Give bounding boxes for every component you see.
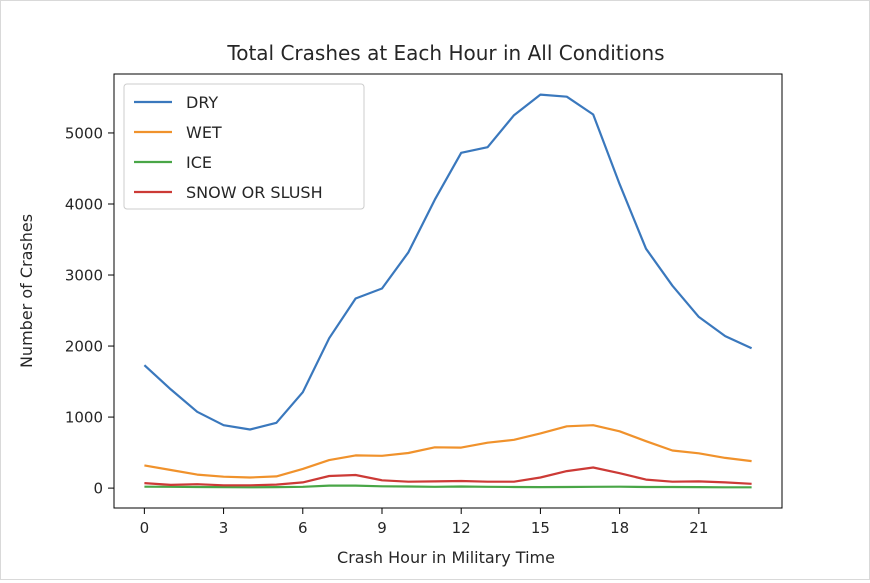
x-tick-label: 21 — [689, 519, 708, 537]
x-tick-label: 0 — [140, 519, 150, 537]
x-tick-label: 12 — [452, 519, 471, 537]
y-tick-label: 3000 — [65, 267, 103, 285]
chart-title: Total Crashes at Each Hour in All Condit… — [226, 41, 664, 65]
y-tick-label: 1000 — [65, 409, 103, 427]
x-axis-label: Crash Hour in Military Time — [337, 548, 555, 567]
legend-label: ICE — [186, 153, 212, 172]
series-line-dry — [143, 93, 753, 431]
legend-label: WET — [186, 123, 222, 142]
y-tick-label: 0 — [93, 480, 103, 498]
legend-label: DRY — [186, 93, 218, 112]
series-line-snow-or-slush — [144, 466, 752, 487]
x-tick-label: 6 — [298, 519, 308, 537]
x-tick-label: 18 — [610, 519, 629, 537]
x-tick-label: 15 — [531, 519, 550, 537]
series-line-wet — [144, 424, 752, 479]
y-tick-label: 2000 — [65, 338, 103, 356]
legend-label: SNOW OR SLUSH — [186, 183, 323, 202]
y-axis-label: Number of Crashes — [17, 214, 36, 368]
legend-box — [123, 83, 365, 210]
plot-area: 0 3 6 9 12 15 18 21 0 1000 2000 3000 4000 5000 — [65, 73, 783, 537]
y-tick-label: 5000 — [65, 124, 103, 142]
axes-frame — [113, 73, 783, 509]
legend: DRY WET ICE SNOW OR SLUSH — [123, 83, 365, 210]
x-tick-label: 9 — [377, 519, 387, 537]
series-line-ice — [144, 484, 752, 489]
y-tick-label: 4000 — [65, 195, 103, 213]
x-tick-label: 3 — [219, 519, 229, 537]
